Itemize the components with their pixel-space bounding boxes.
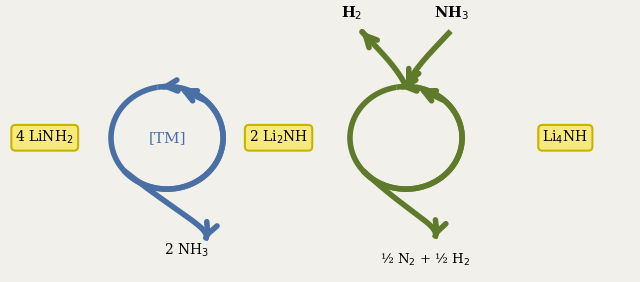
Text: Li$_4$NH: Li$_4$NH bbox=[543, 129, 588, 146]
Text: ½ N$_2$ + ½ H$_2$: ½ N$_2$ + ½ H$_2$ bbox=[380, 252, 470, 268]
Text: H$_2$: H$_2$ bbox=[341, 5, 362, 22]
Text: 2 NH$_3$: 2 NH$_3$ bbox=[164, 242, 209, 259]
Text: [TM]: [TM] bbox=[148, 131, 186, 145]
Text: 2 Li$_2$NH: 2 Li$_2$NH bbox=[249, 129, 308, 146]
Text: 4 LiNH$_2$: 4 LiNH$_2$ bbox=[15, 129, 74, 146]
Text: NH$_3$: NH$_3$ bbox=[435, 5, 469, 22]
